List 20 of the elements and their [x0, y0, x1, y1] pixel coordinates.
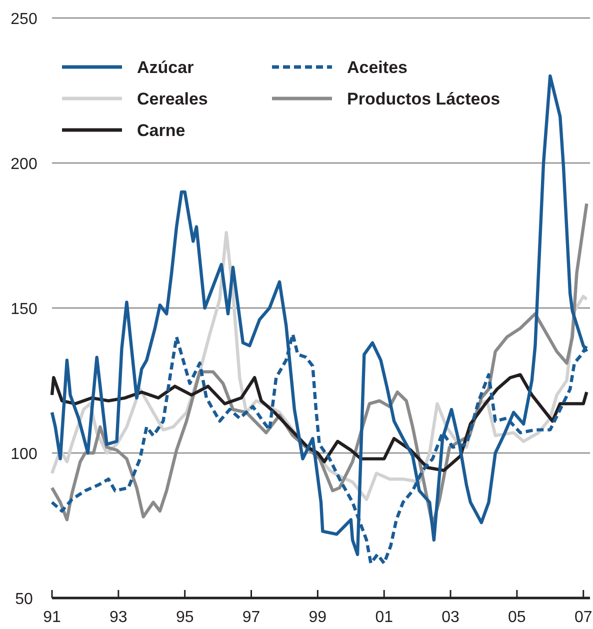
legend-label: Productos Lácteos: [347, 90, 500, 108]
x-tick-label: 03: [442, 609, 460, 626]
x-tick-label: 97: [242, 609, 260, 626]
y-tick-label: 200: [10, 156, 38, 173]
y-tick-label: 250: [10, 11, 38, 28]
x-tick-label: 91: [43, 609, 61, 626]
x-tick-label: 01: [375, 609, 394, 626]
x-tick-label: 99: [308, 609, 327, 626]
x-tick-label: 05: [508, 609, 526, 626]
legend-label: Carne: [137, 121, 186, 140]
x-tick-label: 93: [110, 609, 128, 626]
legend-label: Azúcar: [137, 58, 194, 77]
line-series: [50, 373, 588, 472]
x-tick-label: 95: [176, 609, 194, 626]
y-tick-label: 150: [10, 301, 38, 318]
legend-label: Cereales: [137, 90, 208, 108]
y-tick-label: 50: [15, 591, 33, 608]
y-tick-label: 100: [10, 446, 38, 463]
legend-label: Aceites: [347, 58, 408, 77]
x-tick-label: 07: [574, 609, 592, 626]
